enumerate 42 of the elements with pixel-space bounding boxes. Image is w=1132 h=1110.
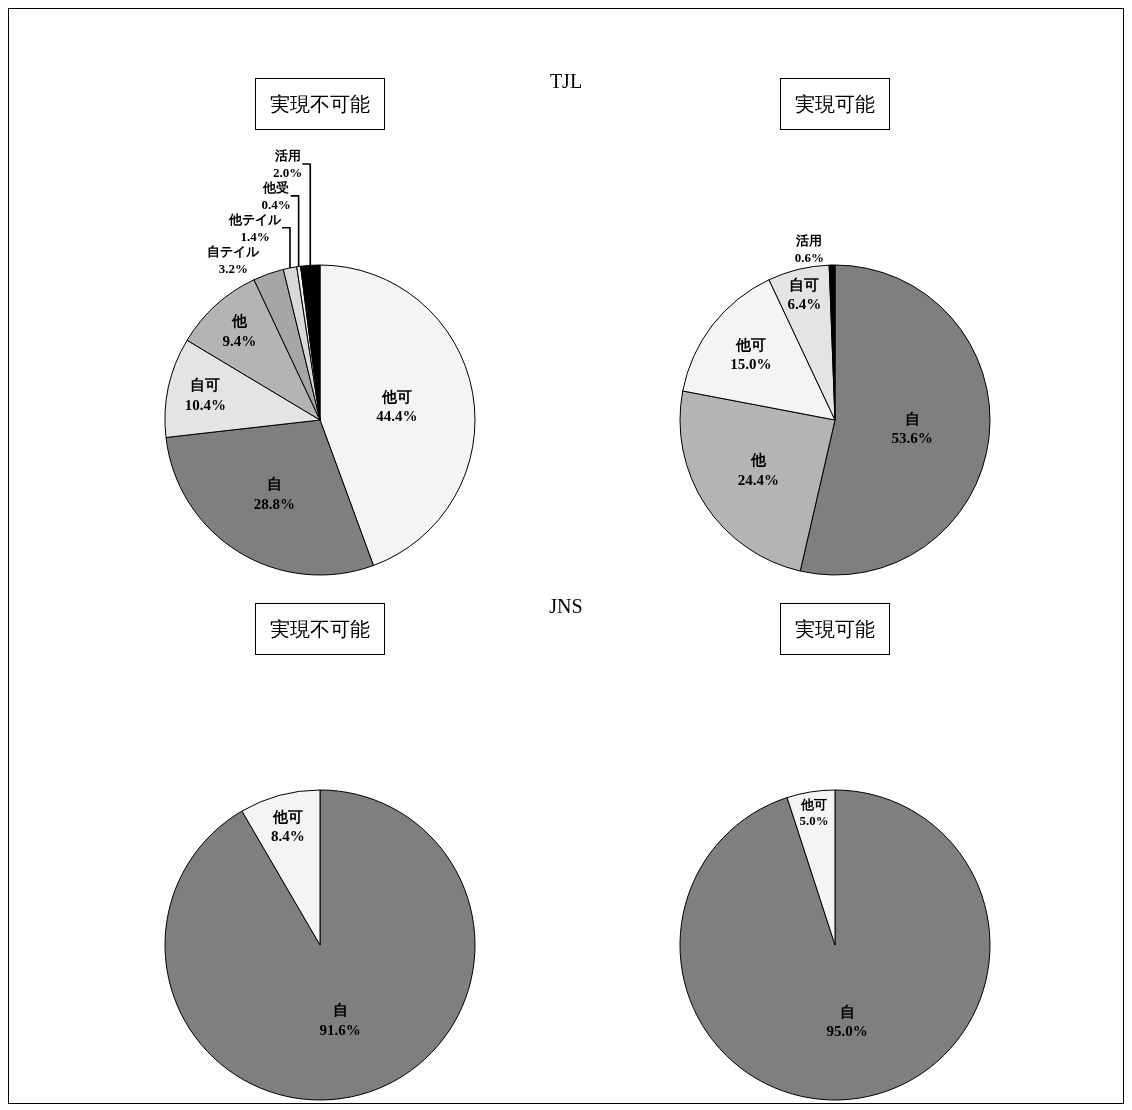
- slice-label: 他可: [800, 797, 828, 812]
- slice-label: 活用: [795, 233, 823, 249]
- slice-label: 自: [266, 476, 282, 493]
- text: TJL: [549, 70, 583, 93]
- data-label: 9.4%: [222, 332, 257, 349]
- pie-slice: [164, 789, 476, 1101]
- data-label: 95.0%: [826, 1023, 868, 1040]
- slice-label: 自: [332, 1002, 348, 1019]
- text: JNS: [549, 595, 583, 618]
- slice-label: 他可: [734, 336, 766, 353]
- data-label: 53.6%: [891, 430, 933, 447]
- slice-label: 自: [904, 411, 920, 427]
- data-label: 24.4%: [737, 471, 779, 488]
- slice-label: 他可: [271, 808, 303, 825]
- data-label: 8.4%: [271, 828, 305, 845]
- slice-label: 他受: [262, 179, 290, 195]
- data-label: 91.6%: [319, 1021, 361, 1038]
- chart-title: 実現可能: [795, 93, 875, 115]
- data-label: 6.4%: [787, 296, 822, 313]
- chart-title: 実現可能: [795, 618, 875, 640]
- slice-label: 自テイル: [207, 243, 261, 259]
- data-label: 0.4%: [261, 196, 291, 212]
- pie-slice: [679, 789, 991, 1101]
- chart-title: 実現不可能: [270, 618, 370, 640]
- slice-label: 他可: [380, 388, 412, 405]
- data-label: 5.0%: [799, 814, 829, 829]
- slice-label: 自可: [190, 377, 221, 394]
- data-label: 10.4%: [184, 396, 226, 413]
- data-label: 2.0%: [273, 164, 303, 180]
- slice-label: 他: [749, 452, 767, 469]
- chart-title: 実現不可能: [270, 93, 370, 115]
- data-label: 15.0%: [730, 356, 772, 373]
- data-label: 44.4%: [376, 408, 418, 425]
- slice-label: 自: [839, 1003, 855, 1020]
- data-label: 3.2%: [218, 260, 249, 276]
- slice-label: 活用: [273, 148, 301, 163]
- slice-label: 自可: [789, 276, 820, 293]
- data-label: 0.6%: [794, 250, 825, 266]
- slice-label: 他テイル: [228, 211, 283, 227]
- data-label: 1.4%: [240, 228, 270, 244]
- data-label: 28.8%: [253, 495, 296, 512]
- slice-label: 他: [230, 313, 248, 330]
